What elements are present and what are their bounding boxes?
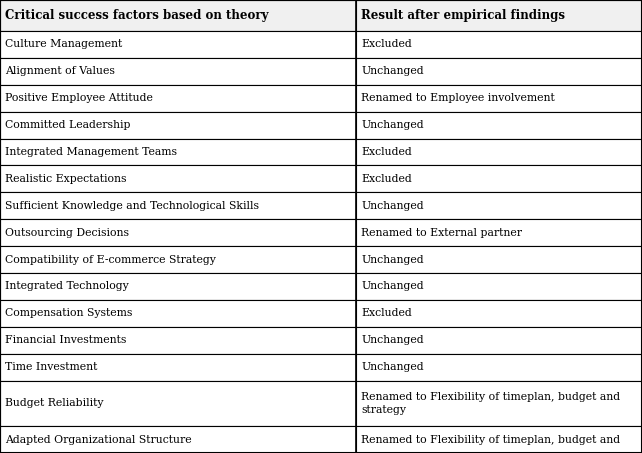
Text: Compensation Systems: Compensation Systems (5, 308, 132, 318)
Bar (356, 354, 642, 381)
Text: Unchanged: Unchanged (361, 255, 424, 265)
Bar (356, 58, 642, 85)
Bar (0, 273, 356, 300)
Bar (356, 273, 642, 300)
Text: Culture Management: Culture Management (5, 39, 122, 49)
Bar (0, 0, 356, 31)
Text: Renamed to External partner: Renamed to External partner (361, 228, 523, 238)
Text: Sufficient Knowledge and Technological Skills: Sufficient Knowledge and Technological S… (5, 201, 259, 211)
Text: Budget Reliability: Budget Reliability (5, 398, 103, 408)
Bar (356, 139, 642, 165)
Bar (356, 219, 642, 246)
Text: Time Investment: Time Investment (5, 362, 98, 372)
Bar (356, 0, 642, 31)
Bar (356, 112, 642, 139)
Bar (0, 193, 356, 219)
Bar (356, 246, 642, 273)
Text: strategy: strategy (361, 405, 406, 415)
Bar (0, 58, 356, 85)
Bar (0, 165, 356, 193)
Bar (0, 219, 356, 246)
Text: Adapted Organizational Structure: Adapted Organizational Structure (5, 434, 191, 444)
Text: Integrated Management Teams: Integrated Management Teams (5, 147, 177, 157)
Bar (356, 381, 642, 426)
Text: Critical success factors based on theory: Critical success factors based on theory (5, 9, 268, 22)
Bar (356, 300, 642, 327)
Text: Outsourcing Decisions: Outsourcing Decisions (5, 228, 129, 238)
Text: Excluded: Excluded (361, 174, 412, 184)
Bar (0, 85, 356, 112)
Bar (0, 381, 356, 426)
Text: Excluded: Excluded (361, 308, 412, 318)
Text: Unchanged: Unchanged (361, 281, 424, 291)
Bar (0, 354, 356, 381)
Text: Renamed to Flexibility of timeplan, budget and: Renamed to Flexibility of timeplan, budg… (361, 434, 620, 444)
Text: Compatibility of E-commerce Strategy: Compatibility of E-commerce Strategy (5, 255, 216, 265)
Bar (356, 85, 642, 112)
Bar (356, 193, 642, 219)
Bar (0, 426, 356, 453)
Text: Excluded: Excluded (361, 39, 412, 49)
Bar (356, 31, 642, 58)
Bar (0, 300, 356, 327)
Text: Unchanged: Unchanged (361, 66, 424, 77)
Text: Alignment of Values: Alignment of Values (5, 66, 115, 77)
Bar (356, 327, 642, 354)
Text: Committed Leadership: Committed Leadership (5, 120, 130, 130)
Text: Unchanged: Unchanged (361, 120, 424, 130)
Text: Realistic Expectations: Realistic Expectations (5, 174, 126, 184)
Bar (0, 139, 356, 165)
Text: Result after empirical findings: Result after empirical findings (361, 9, 566, 22)
Text: Positive Employee Attitude: Positive Employee Attitude (5, 93, 153, 103)
Bar (0, 327, 356, 354)
Text: Unchanged: Unchanged (361, 362, 424, 372)
Bar (356, 426, 642, 453)
Text: Unchanged: Unchanged (361, 335, 424, 345)
Text: Unchanged: Unchanged (361, 201, 424, 211)
Bar (0, 31, 356, 58)
Bar (0, 246, 356, 273)
Bar (0, 112, 356, 139)
Text: Renamed to Employee involvement: Renamed to Employee involvement (361, 93, 555, 103)
Bar (356, 165, 642, 193)
Text: Excluded: Excluded (361, 147, 412, 157)
Text: Integrated Technology: Integrated Technology (5, 281, 129, 291)
Text: Financial Investments: Financial Investments (5, 335, 126, 345)
Text: Renamed to Flexibility of timeplan, budget and: Renamed to Flexibility of timeplan, budg… (361, 392, 620, 402)
